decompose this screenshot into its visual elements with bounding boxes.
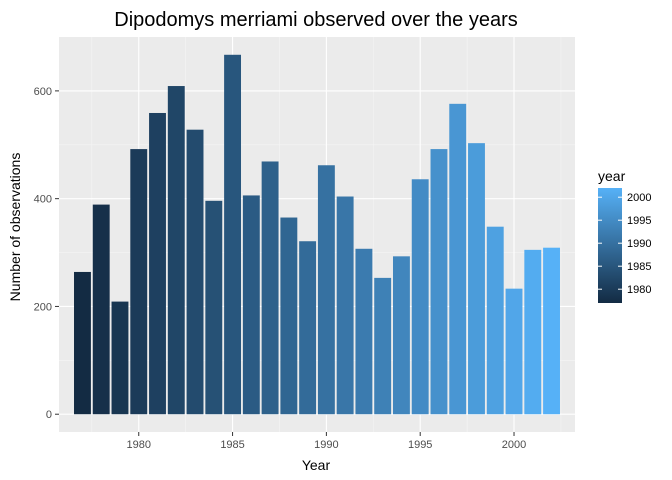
bar — [524, 249, 542, 415]
color-legend: year 1980 1985 1990 1995 2000 — [598, 168, 651, 303]
bar — [242, 195, 260, 415]
y-axis: 0 200 400 600 — [34, 86, 59, 421]
bar — [486, 226, 504, 415]
legend-tick-label: 2000 — [627, 192, 651, 204]
y-tick-label: 0 — [46, 409, 52, 421]
bar — [317, 165, 335, 415]
bar — [280, 217, 298, 415]
x-tick-label: 1990 — [314, 439, 338, 451]
bar — [74, 271, 91, 415]
chart-title: Dipodomys merriami observed over the yea… — [114, 9, 518, 31]
x-tick-label: 2000 — [502, 439, 526, 451]
y-tick-label: 600 — [34, 86, 52, 98]
legend-tick-label: 1995 — [627, 215, 651, 227]
legend-colorbar — [598, 188, 622, 303]
bar — [392, 256, 410, 415]
bar — [468, 143, 485, 415]
bar — [374, 277, 392, 415]
bar — [224, 54, 242, 415]
legend-tick-label: 1980 — [627, 284, 651, 296]
bar — [92, 204, 110, 415]
x-axis-title: Year — [302, 457, 331, 473]
bar — [299, 241, 317, 415]
bar — [430, 149, 448, 415]
bar — [205, 200, 223, 415]
bar — [505, 288, 523, 415]
bar — [186, 129, 204, 415]
bars — [74, 54, 560, 415]
bar — [355, 248, 373, 415]
legend-tick-label: 1990 — [627, 238, 651, 250]
bar — [130, 149, 148, 415]
y-tick-label: 200 — [34, 301, 52, 313]
bar — [167, 86, 185, 415]
bar — [149, 112, 166, 415]
bar — [111, 301, 129, 415]
y-axis-title: Number of observations — [7, 153, 23, 302]
y-tick-label: 400 — [34, 194, 52, 206]
bar — [449, 103, 467, 415]
bar — [261, 161, 279, 415]
bar — [411, 179, 429, 415]
bar — [543, 247, 560, 415]
x-tick-label: 1980 — [127, 439, 151, 451]
legend-ticks: 1980 1985 1990 1995 2000 — [598, 192, 651, 296]
legend-title: year — [598, 168, 626, 184]
x-tick-label: 1995 — [408, 439, 432, 451]
legend-tick-label: 1985 — [627, 261, 651, 273]
x-axis: 1980 1985 1990 1995 2000 — [127, 432, 526, 451]
x-tick-label: 1985 — [220, 439, 244, 451]
bar — [336, 196, 354, 415]
